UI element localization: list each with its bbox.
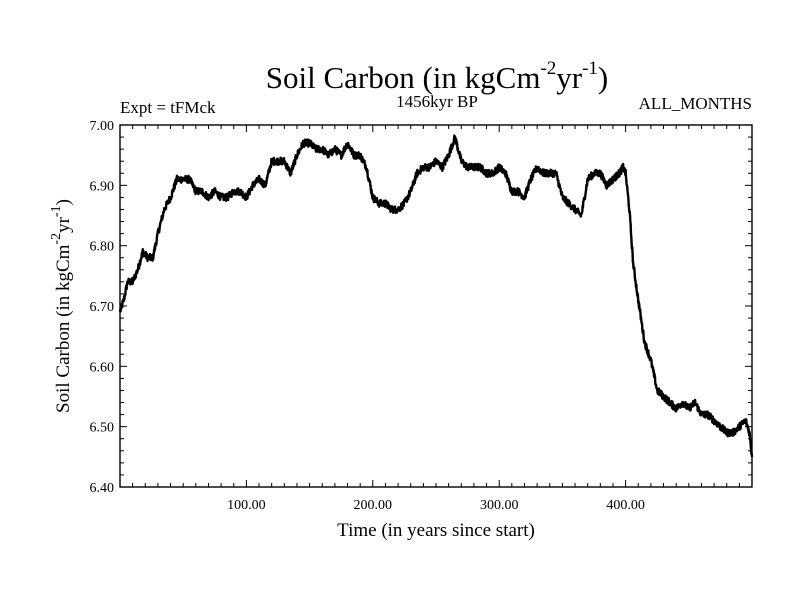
y-tick-label: 6.50 — [90, 421, 115, 436]
y-tick-label: 6.70 — [90, 300, 115, 315]
soil-carbon-series-line — [118, 134, 754, 457]
y-tick-label: 7.00 — [90, 119, 115, 134]
period-label: 1456kyr BP — [396, 92, 478, 111]
y-axis-label: Soil Carbon (in kgCm-2yr-1) — [49, 199, 74, 413]
x-tick-label: 200.00 — [354, 498, 393, 513]
y-tick-label: 6.60 — [90, 360, 115, 375]
x-tick-label: 300.00 — [480, 498, 519, 513]
plot-frame — [119, 124, 753, 488]
y-tick-labels: 6.40 6.50 6.60 6.70 6.80 6.90 7.00 — [90, 119, 115, 496]
x-axis-label: Time (in years since start) — [337, 520, 535, 541]
x-tick-label: 100.00 — [227, 498, 266, 513]
chart-title: Soil Carbon (in kgCm-2yr-1) — [266, 58, 609, 95]
experiment-label: Expt = tFMck — [120, 98, 216, 117]
y-tick-label: 6.90 — [90, 179, 115, 194]
tick-marks — [120, 124, 752, 488]
y-tick-label: 6.80 — [90, 240, 115, 255]
x-tick-label: 400.00 — [606, 498, 645, 513]
months-label: ALL_MONTHS — [639, 94, 752, 113]
x-tick-labels: 100.00 200.00 300.00 400.00 — [227, 498, 645, 513]
y-tick-label: 6.40 — [90, 481, 115, 496]
